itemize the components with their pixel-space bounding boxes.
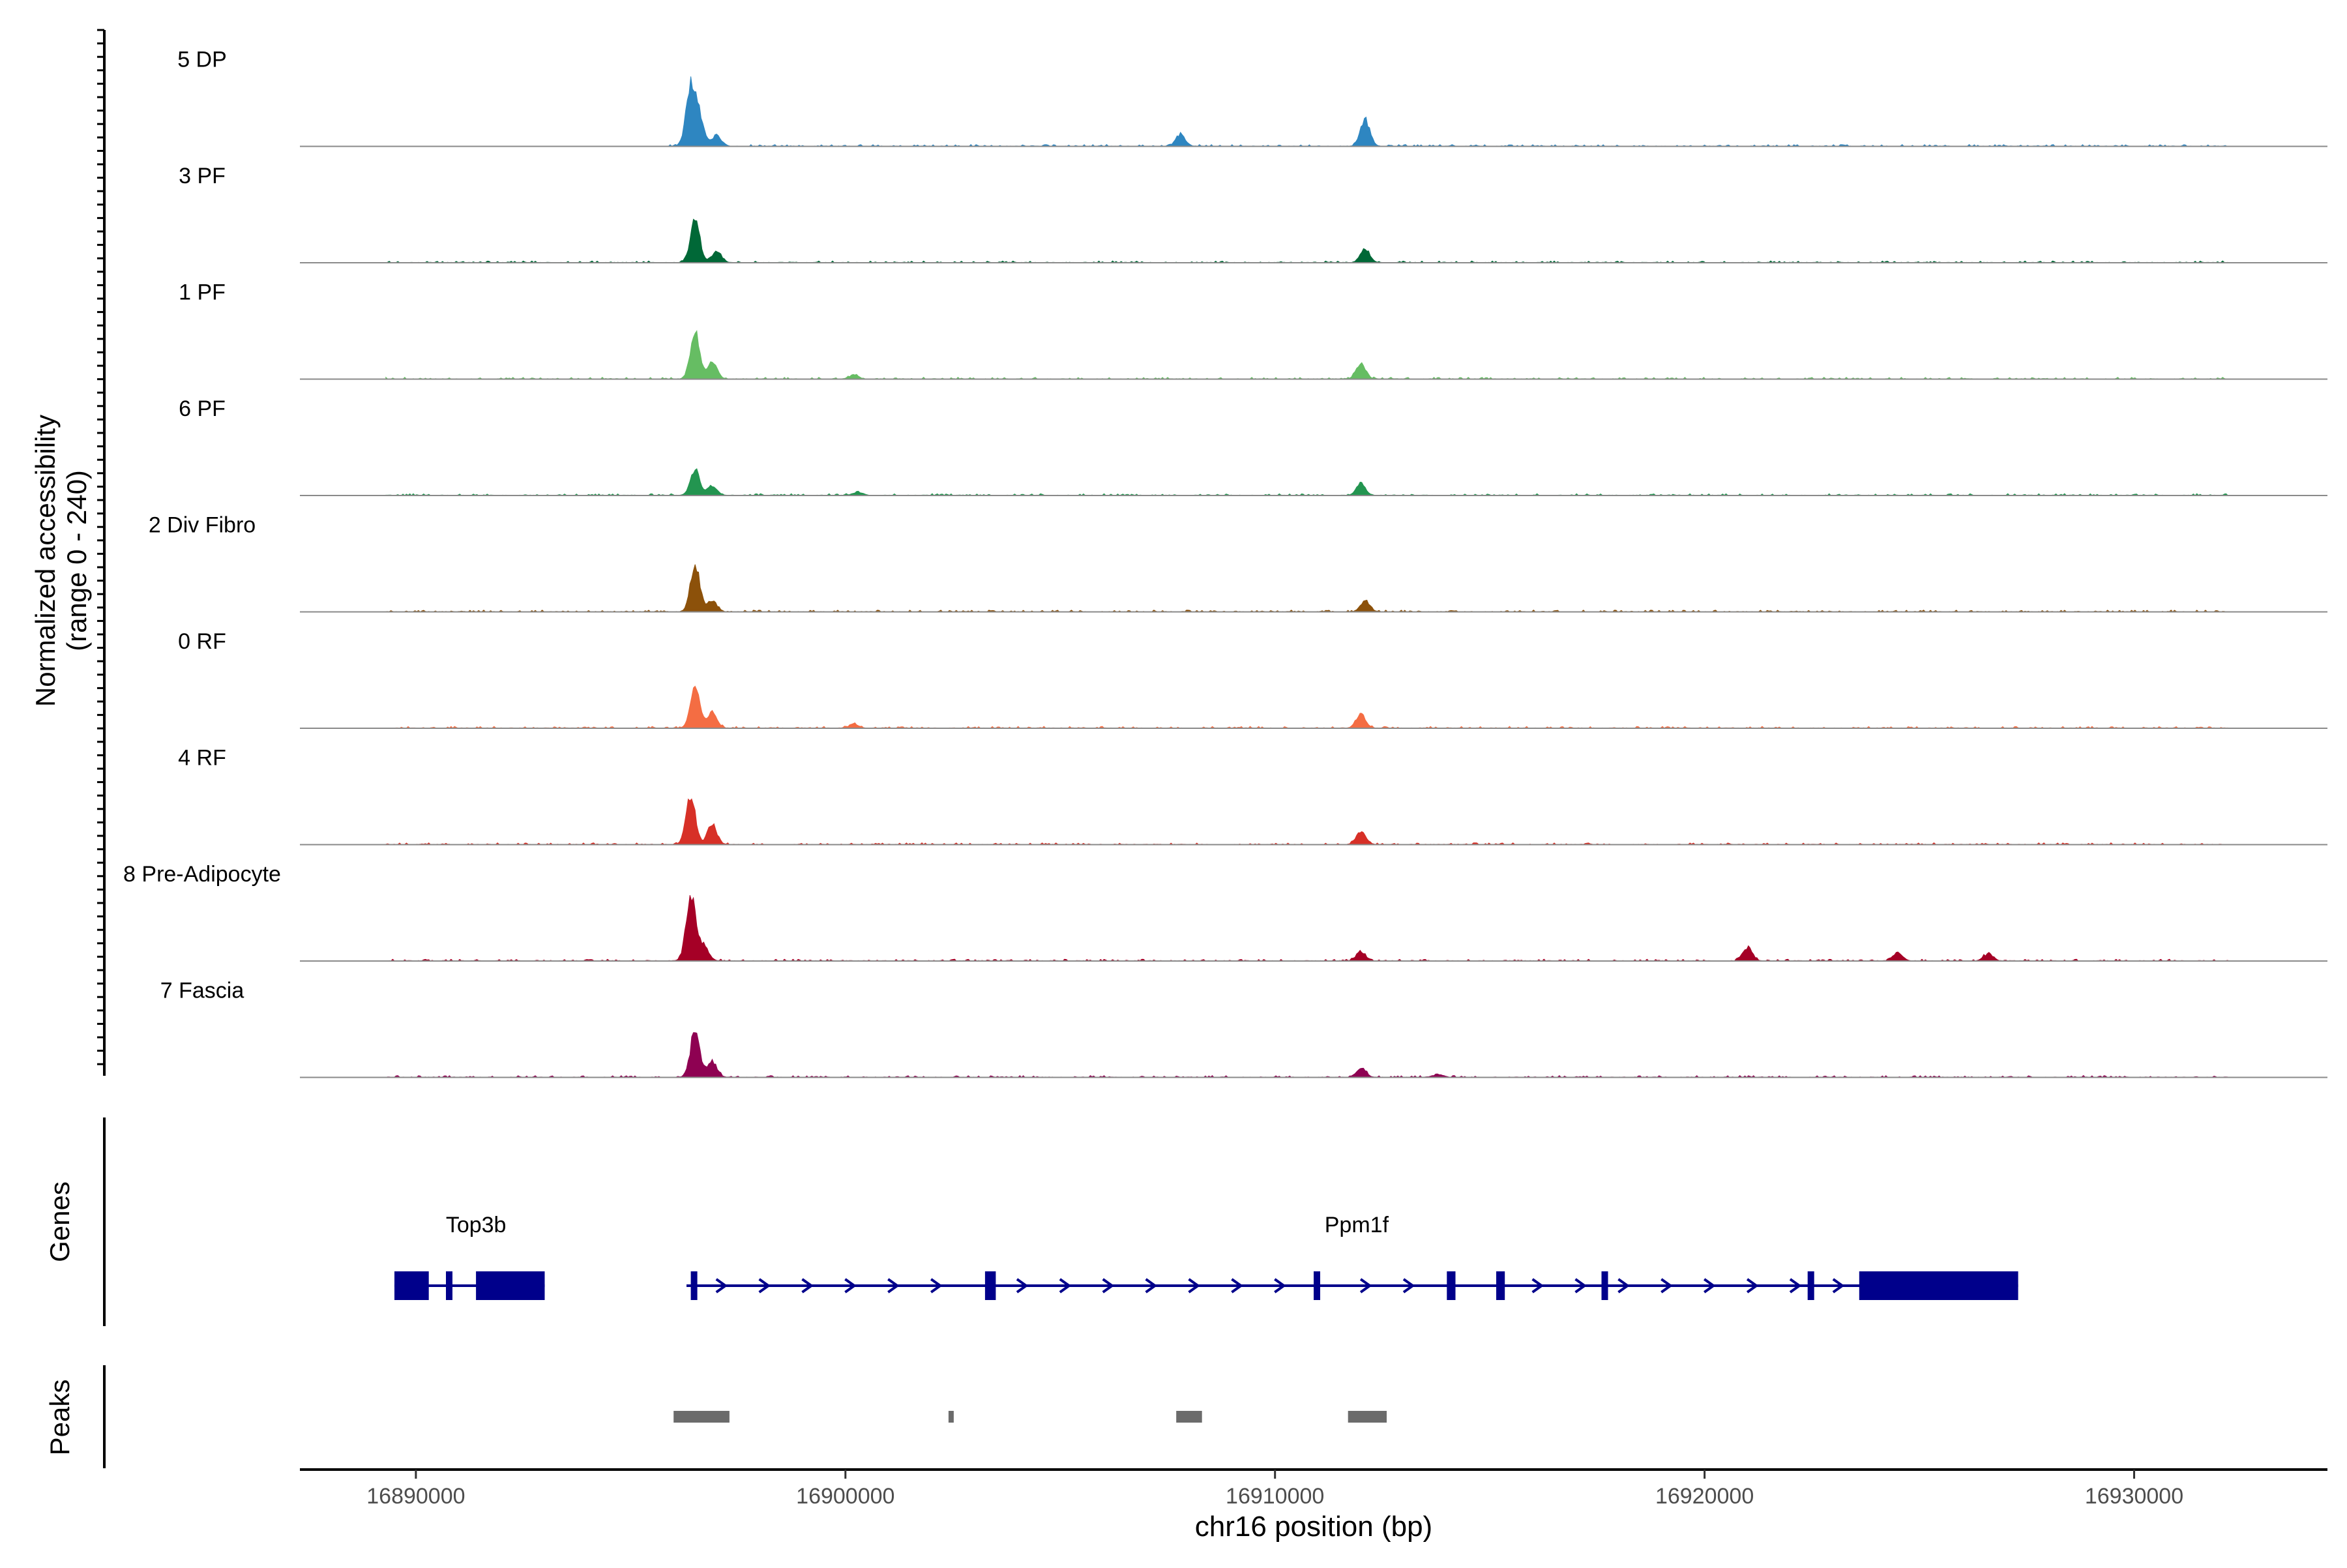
- gene-exon: [1314, 1271, 1320, 1300]
- strand-arrow: [1359, 1278, 1372, 1294]
- gene-exon: [1601, 1271, 1608, 1300]
- x-axis-ticks: 16890000 16900000 16910000 16920000 16930000: [366, 1470, 2183, 1509]
- genes-panel-label: Genes: [44, 1181, 75, 1262]
- gene-exon: [1447, 1271, 1456, 1300]
- track-label: 7 Fascia: [160, 979, 244, 1003]
- strand-arrow: [844, 1278, 857, 1294]
- y-axis-label-line1: Normalized accessibility: [30, 415, 61, 707]
- track-label: 3 PF: [179, 164, 226, 188]
- track-3: 6 PF: [179, 396, 2327, 496]
- gene-label: Ppm1f: [1325, 1213, 1389, 1237]
- peaks-panel-label: Peaks: [44, 1380, 75, 1456]
- gene-exon: [476, 1271, 545, 1300]
- track-6: 4 RF: [178, 746, 2327, 846]
- strand-arrow: [1402, 1278, 1415, 1294]
- coverage-area: [385, 218, 2229, 263]
- strand-arrow: [887, 1278, 900, 1294]
- strand-arrow: [1531, 1278, 1544, 1294]
- strand-arrow: [1832, 1278, 1845, 1294]
- strand-arrow: [1188, 1278, 1200, 1294]
- coverage-area: [385, 895, 2230, 962]
- coverage-y-axis: [97, 29, 106, 1076]
- track-label: 0 RF: [178, 629, 226, 654]
- track-8: 7 Fascia: [160, 979, 2327, 1078]
- track-label: 6 PF: [179, 396, 226, 421]
- x-tick-label: 16900000: [796, 1484, 894, 1509]
- tracks-panel: 5 DP 3 PF 1 PF 6 PF 2 Div Fibro 0 RF 4 RF 8 Pre…: [123, 48, 2327, 1078]
- strand-arrow: [1016, 1278, 1029, 1294]
- track-label: 5 DP: [177, 48, 227, 72]
- x-tick-label: 16890000: [366, 1484, 465, 1509]
- peak-region: [948, 1411, 954, 1423]
- strand-arrow: [801, 1278, 814, 1294]
- gene-exon: [446, 1271, 452, 1300]
- strand-arrow: [1274, 1278, 1286, 1294]
- coverage-area: [385, 1032, 2229, 1078]
- track-5: 0 RF: [178, 629, 2327, 729]
- gene-exon: [984, 1271, 996, 1300]
- peaks-panel: [673, 1411, 1387, 1423]
- strand-arrow: [1789, 1278, 1802, 1294]
- gene-exon: [690, 1271, 698, 1300]
- track-label: 2 Div Fibro: [149, 513, 256, 538]
- coverage-area: [664, 76, 2229, 147]
- strand-arrow: [1102, 1278, 1115, 1294]
- x-tick-label: 16910000: [1226, 1484, 1324, 1509]
- track-1: 3 PF: [179, 164, 2327, 263]
- track-2: 1 PF: [179, 280, 2327, 380]
- coverage-area: [385, 798, 2229, 846]
- y-axis-label-line2: (range 0 - 240): [61, 470, 92, 651]
- strand-arrow: [1617, 1278, 1630, 1294]
- track-label: 4 RF: [178, 746, 226, 771]
- strand-arrow: [715, 1278, 728, 1294]
- strand-arrow: [1231, 1278, 1243, 1294]
- strand-arrow: [758, 1278, 771, 1294]
- coverage-area: [385, 330, 2229, 380]
- peak-region: [673, 1411, 730, 1423]
- coverage-area: [385, 685, 2229, 729]
- gene-label: Top3b: [446, 1213, 507, 1237]
- track-7: 8 Pre-Adipocyte: [123, 862, 2327, 962]
- peak-region: [1348, 1411, 1387, 1423]
- gene-exon: [394, 1271, 429, 1300]
- genes-panel: Top3b Ppm1f: [394, 1213, 2018, 1300]
- x-tick-label: 16920000: [1655, 1484, 1754, 1509]
- coverage-area: [385, 564, 2229, 613]
- strand-arrow: [1704, 1278, 1716, 1294]
- strand-arrow: [930, 1278, 943, 1294]
- strand-arrow: [1574, 1278, 1587, 1294]
- strand-arrow: [1059, 1278, 1072, 1294]
- gene-exon: [1496, 1271, 1505, 1300]
- coverage-area: [385, 468, 2229, 496]
- x-axis-label: chr16 position (bp): [1195, 1511, 1432, 1543]
- strand-arrow: [1145, 1278, 1158, 1294]
- strand-arrow: [1746, 1278, 1759, 1294]
- track-0: 5 DP: [177, 48, 2327, 147]
- x-tick-label: 16930000: [2085, 1484, 2183, 1509]
- track-label: 8 Pre-Adipocyte: [123, 862, 281, 887]
- track-4: 2 Div Fibro: [149, 513, 2327, 613]
- gene-exon: [1859, 1271, 2018, 1300]
- peak-region: [1176, 1411, 1202, 1423]
- strand-arrow: [1661, 1278, 1673, 1294]
- gene-exon: [1807, 1271, 1814, 1300]
- gene-ppm1f: Ppm1f: [686, 1213, 2018, 1300]
- gene-top3b: Top3b: [394, 1213, 545, 1300]
- track-label: 1 PF: [179, 280, 226, 305]
